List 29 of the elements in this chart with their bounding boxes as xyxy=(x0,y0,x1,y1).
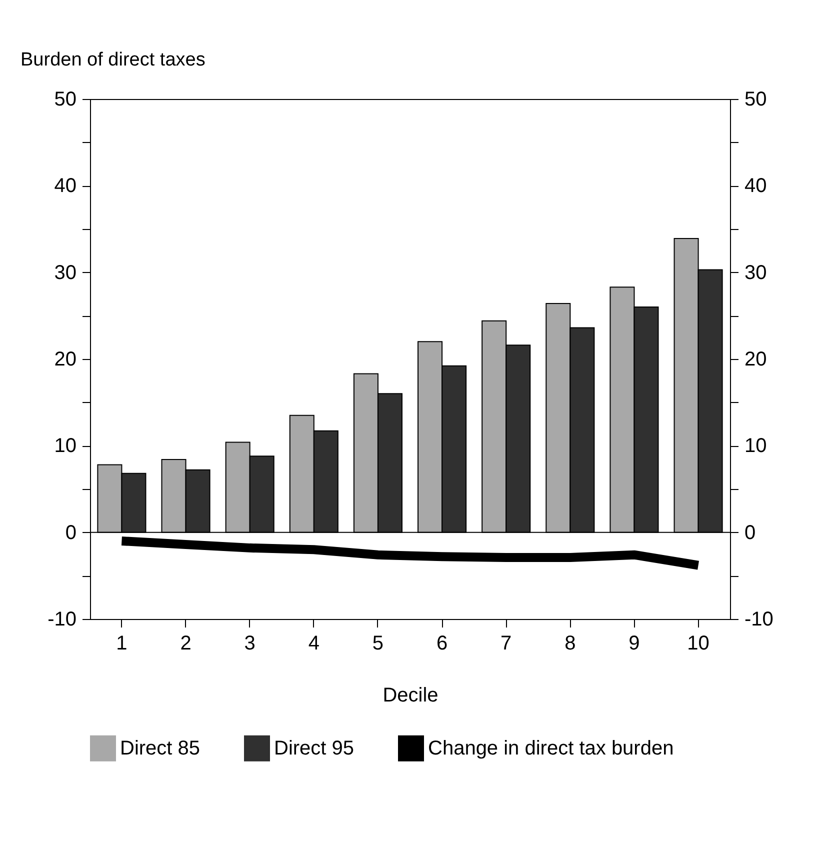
y2-tick-label: 40 xyxy=(744,175,767,198)
x-tick-label: 6 xyxy=(436,632,448,654)
y2-tick-label: 20 xyxy=(744,348,767,370)
x-tick-label: 4 xyxy=(308,632,320,654)
x-axis-title: Decile xyxy=(382,684,438,706)
x-tick-label: 10 xyxy=(687,632,710,654)
y-tick-label: 40 xyxy=(54,175,76,198)
y2-tick-label: 10 xyxy=(744,435,767,458)
x-tick-label: 7 xyxy=(500,632,512,654)
x-tick-label: 3 xyxy=(244,632,256,654)
x-tick-label: 2 xyxy=(180,632,192,654)
y2-tick-label: -10 xyxy=(744,608,774,630)
x-tick-label: 5 xyxy=(372,632,384,654)
legend-label: Direct 95 xyxy=(274,737,354,760)
y-tick-label: -10 xyxy=(48,608,76,630)
y-tick-label: 0 xyxy=(65,522,76,544)
legend-label: Change in direct tax burden xyxy=(428,737,674,760)
y-tick-label: 10 xyxy=(54,435,76,458)
y-axis-title: Burden of direct taxes xyxy=(20,50,206,70)
y2-tick-label: 50 xyxy=(744,88,767,110)
y2-tick-label: 30 xyxy=(744,262,767,284)
x-tick-label: 9 xyxy=(628,632,640,654)
y-tick-label: 30 xyxy=(54,262,76,284)
y-tick-label: 50 xyxy=(54,88,76,110)
y-tick-label: 20 xyxy=(54,348,76,370)
x-tick-label: 1 xyxy=(116,632,128,654)
legend-label: Direct 85 xyxy=(120,737,200,760)
x-tick-label: 8 xyxy=(564,632,576,654)
y2-tick-label: 0 xyxy=(744,522,756,544)
